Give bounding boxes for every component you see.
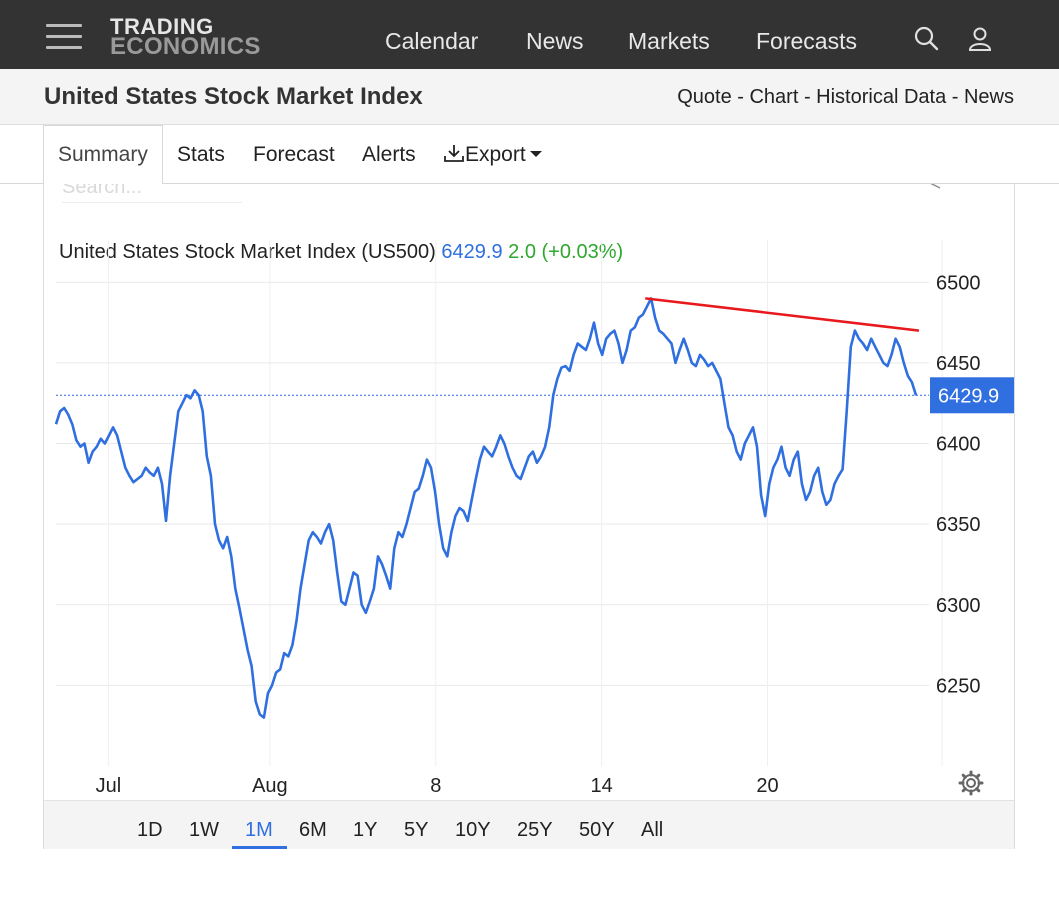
range-25y[interactable]: 25Y xyxy=(517,819,553,841)
quick-links-text[interactable]: Quote - Chart - Historical Data - News xyxy=(677,86,1014,108)
page-title: United States Stock Market Index xyxy=(44,83,423,110)
x-tick-label: 8 xyxy=(430,775,441,797)
x-tick-label: 20 xyxy=(756,775,778,797)
x-tick-label: Jul xyxy=(96,775,122,797)
tab-bar xyxy=(0,125,1059,184)
range-10y[interactable]: 10Y xyxy=(455,819,491,841)
tab-forecast[interactable]: Forecast xyxy=(253,143,335,166)
chart-toolbar: Search... xyxy=(53,184,1003,210)
search-icon[interactable] xyxy=(912,25,940,53)
price-tag-bg xyxy=(930,377,1014,414)
title-bar xyxy=(0,69,1059,125)
nav-news[interactable]: News xyxy=(526,28,584,54)
range-6m[interactable]: 6M xyxy=(299,819,327,841)
x-axis-labels: JulAug8142026 xyxy=(96,771,1014,800)
download-icon xyxy=(444,145,464,162)
legend-series-name: United States Stock Market Index (US500) xyxy=(59,241,436,263)
brand-logo[interactable]: TRADING ECONOMICS xyxy=(110,14,261,60)
chart-grid xyxy=(56,240,943,766)
nav-calendar[interactable]: Calendar xyxy=(385,28,479,54)
x-tick-label: Aug xyxy=(252,775,288,797)
export-label: Export xyxy=(465,143,526,166)
chart-search-input[interactable]: Search... xyxy=(62,184,242,203)
range-active-underline xyxy=(232,846,287,849)
range-1w[interactable]: 1W xyxy=(189,819,219,841)
range-1d[interactable]: 1D xyxy=(137,819,163,841)
nav-forecasts[interactable]: Forecasts xyxy=(756,28,857,54)
chart-frame xyxy=(43,184,1015,849)
tab-alerts[interactable]: Alerts xyxy=(362,143,416,166)
y-tick-label: 6300 xyxy=(936,595,981,617)
quick-links[interactable]: Quote - Chart - Historical Data - News xyxy=(677,86,1014,109)
caret-down-icon xyxy=(529,151,542,157)
user-icon[interactable] xyxy=(966,25,994,53)
y-axis-labels: 6250 6300 6350 6400 6450 6500 xyxy=(936,272,981,697)
y-tick-label: 6350 xyxy=(936,514,981,536)
range-1m[interactable]: 1M xyxy=(245,819,273,841)
legend-price: 6429.9 xyxy=(441,241,503,263)
range-selector xyxy=(44,800,1014,849)
toolbar-icons xyxy=(930,184,941,189)
top-nav-bar: TRADING ECONOMICS Calendar News Markets … xyxy=(0,0,1059,69)
menu-icon[interactable] xyxy=(46,24,82,50)
nav-markets[interactable]: Markets xyxy=(628,28,710,54)
range-all[interactable]: All xyxy=(641,819,664,841)
y-tick-label: 6400 xyxy=(936,434,981,456)
y-tick-label: 6450 xyxy=(936,353,981,375)
tab-active-frame xyxy=(43,125,163,185)
fullscreen-icon xyxy=(930,184,941,189)
tab-summary[interactable]: Summary xyxy=(58,143,148,166)
tab-export[interactable]: Export xyxy=(443,143,543,167)
range-5y[interactable]: 5Y xyxy=(404,819,429,841)
range-50y[interactable]: 50Y xyxy=(579,819,615,841)
chart-legend: United States Stock Market Index (US500)… xyxy=(59,241,623,264)
tab-stats[interactable]: Stats xyxy=(177,143,225,166)
range-1y[interactable]: 1Y xyxy=(353,819,378,841)
logo-line-1: TRADING xyxy=(110,14,214,39)
price-tag-label: 6429.9 xyxy=(938,385,999,407)
legend-change: 2.0 (+0.03%) xyxy=(508,241,624,263)
gear-icon[interactable] xyxy=(958,770,984,796)
logo-line-2: ECONOMICS xyxy=(110,33,261,60)
trend-line xyxy=(645,297,920,332)
x-tick-label: 14 xyxy=(591,775,613,797)
y-tick-label: 6250 xyxy=(936,675,981,697)
last-price-tag: 6429.9 xyxy=(930,377,1014,414)
price-line xyxy=(54,297,918,719)
y-tick-label: 6500 xyxy=(936,272,981,294)
